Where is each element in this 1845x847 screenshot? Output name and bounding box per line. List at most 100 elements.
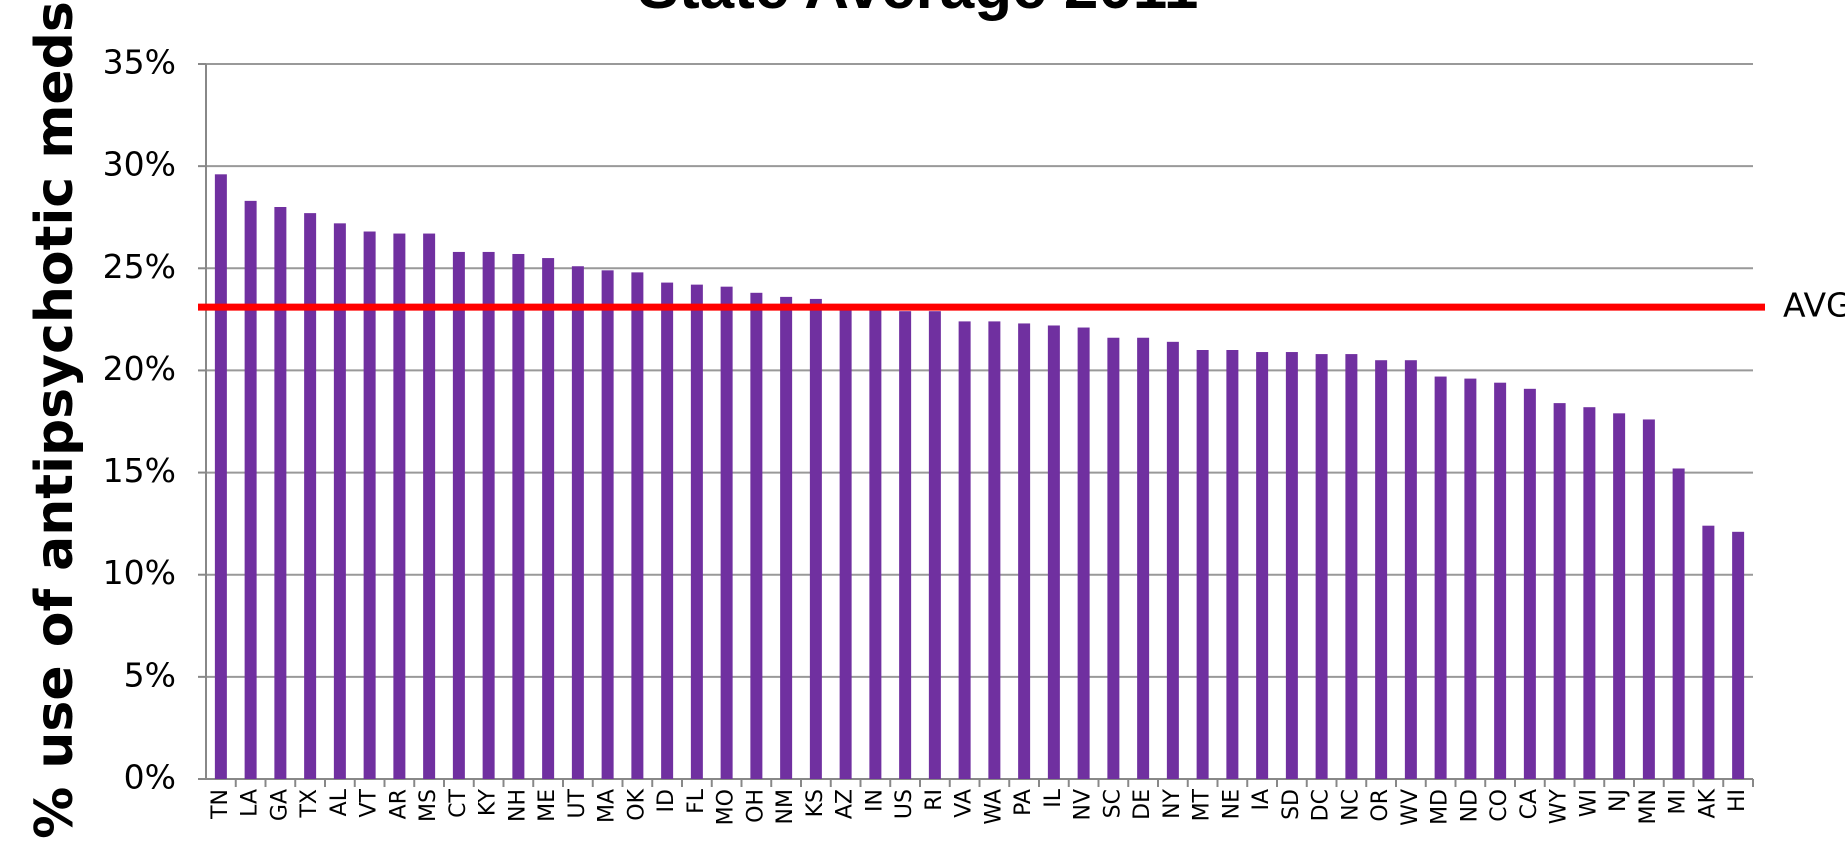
y-tick-label: 5% bbox=[124, 655, 176, 694]
bar bbox=[869, 307, 882, 779]
bar bbox=[1107, 337, 1120, 779]
x-tick-label: CA bbox=[1517, 789, 1542, 819]
x-tick-label: UT bbox=[565, 788, 590, 818]
bar bbox=[423, 233, 436, 780]
bar bbox=[1732, 531, 1745, 779]
x-tick-label: TN bbox=[208, 789, 233, 820]
x-tick-label: VA bbox=[952, 789, 977, 818]
x-tick-label: HI bbox=[1725, 789, 1750, 812]
y-tick-label: 10% bbox=[103, 553, 176, 592]
x-tick-label: OH bbox=[743, 789, 768, 823]
x-tick-label: IA bbox=[1249, 789, 1274, 811]
bar bbox=[958, 321, 971, 779]
x-tick-label: ID bbox=[654, 789, 679, 812]
y-tick-label: 15% bbox=[103, 451, 176, 490]
bar bbox=[1345, 354, 1358, 779]
bar bbox=[393, 233, 406, 780]
bar bbox=[363, 231, 376, 779]
bar bbox=[1315, 354, 1328, 779]
y-axis-label: % use of antipsychotic meds bbox=[25, 1, 85, 839]
x-tick-label: KY bbox=[476, 788, 501, 816]
bar bbox=[452, 251, 465, 779]
bar bbox=[571, 266, 584, 779]
x-tick-label: PA bbox=[1011, 789, 1036, 816]
x-tick-label: OK bbox=[624, 788, 649, 820]
x-tick-label: GA bbox=[267, 789, 292, 821]
x-tick-label: WI bbox=[1576, 789, 1601, 817]
bar bbox=[1702, 525, 1715, 779]
bar bbox=[244, 200, 257, 779]
bar bbox=[1613, 413, 1626, 779]
y-tick-label: 25% bbox=[103, 247, 176, 286]
bar bbox=[750, 292, 763, 779]
x-tick-label: NJ bbox=[1606, 789, 1631, 812]
bar bbox=[1553, 403, 1566, 779]
x-tick-label: MS bbox=[416, 789, 441, 822]
x-tick-label: DE bbox=[1130, 789, 1155, 820]
bar bbox=[1642, 419, 1655, 779]
bar bbox=[1434, 376, 1447, 779]
bar bbox=[1404, 360, 1417, 779]
x-tick-label: TX bbox=[297, 789, 322, 819]
bar bbox=[1583, 407, 1596, 779]
x-tick-label: SC bbox=[1100, 789, 1125, 818]
bar bbox=[1494, 382, 1507, 779]
bar bbox=[899, 311, 912, 779]
x-tick-label: MD bbox=[1428, 789, 1453, 825]
y-tick-label: 30% bbox=[103, 145, 176, 184]
bar bbox=[1077, 327, 1090, 779]
x-tick-label: SD bbox=[1279, 789, 1304, 820]
x-tick-label: RI bbox=[922, 789, 947, 811]
bar bbox=[1166, 341, 1179, 779]
bar bbox=[1137, 337, 1150, 779]
x-tick-label: AR bbox=[386, 789, 411, 819]
x-tick-label: MN bbox=[1636, 789, 1661, 824]
bar bbox=[780, 296, 793, 779]
bar bbox=[333, 223, 346, 780]
x-tick-label: WV bbox=[1398, 789, 1423, 826]
bar bbox=[274, 207, 287, 779]
x-tick-label: US bbox=[892, 789, 917, 819]
x-tick-label: NH bbox=[505, 789, 530, 822]
bar bbox=[214, 174, 227, 780]
bar bbox=[690, 284, 703, 779]
bar bbox=[1672, 468, 1685, 779]
x-tick-label: MT bbox=[1190, 788, 1215, 821]
x-tick-label: IL bbox=[1041, 788, 1066, 807]
x-tick-label: NM bbox=[773, 789, 798, 824]
bar bbox=[601, 270, 614, 779]
x-tick-label: FL bbox=[684, 788, 709, 814]
x-tick-label: MO bbox=[714, 789, 739, 825]
x-tick-label: IN bbox=[862, 789, 887, 812]
x-tick-label: VT bbox=[357, 788, 382, 817]
y-tick-label: 35% bbox=[103, 43, 176, 82]
bar bbox=[839, 305, 852, 779]
bar bbox=[1523, 388, 1536, 779]
x-tick-label: WY bbox=[1547, 788, 1572, 824]
x-tick-label: NC bbox=[1338, 789, 1363, 821]
bar bbox=[542, 258, 555, 780]
x-tick-label: CT bbox=[446, 788, 471, 817]
bar bbox=[304, 213, 317, 780]
x-tick-label: AZ bbox=[833, 789, 858, 819]
bar bbox=[1375, 360, 1388, 779]
bar bbox=[482, 251, 495, 779]
bar bbox=[1464, 378, 1477, 779]
x-tick-label: DC bbox=[1309, 789, 1334, 821]
bar bbox=[1226, 350, 1239, 779]
bar bbox=[928, 311, 941, 779]
bar bbox=[1256, 352, 1269, 779]
bar bbox=[1196, 350, 1209, 779]
chart-title: State Average 2011 bbox=[638, 0, 1199, 22]
y-tick-label: 20% bbox=[103, 349, 176, 388]
x-tick-label: CO bbox=[1487, 789, 1512, 822]
average-label: AVG bbox=[1783, 286, 1845, 325]
bar bbox=[1047, 325, 1060, 779]
x-tick-label: NY bbox=[1160, 788, 1185, 818]
bar bbox=[1018, 323, 1031, 779]
x-tick-label: WA bbox=[981, 789, 1006, 825]
x-tick-label: MA bbox=[595, 789, 620, 823]
x-tick-label: AK bbox=[1695, 788, 1720, 818]
x-tick-label: LA bbox=[238, 789, 263, 817]
